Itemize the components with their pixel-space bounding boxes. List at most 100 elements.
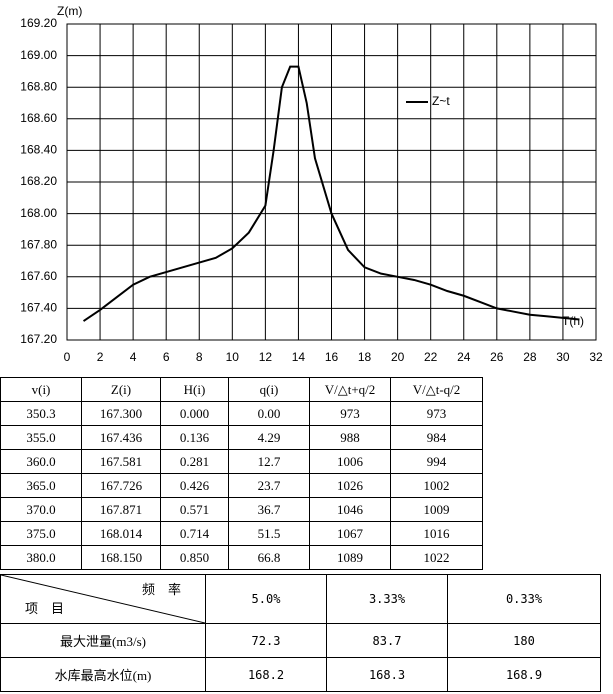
- header-row: 频 率项 目 5.0% 3.33% 0.33%: [0, 574, 601, 624]
- corner-label: 频 率: [141, 582, 181, 597]
- x-tick-label: 14: [292, 350, 306, 364]
- x-tick-label: 16: [325, 350, 339, 364]
- table-cell: 1016: [390, 521, 483, 546]
- table-cell: 0.426: [160, 473, 229, 498]
- table-cell: 1002: [390, 473, 483, 498]
- table-cell: 973: [390, 401, 483, 426]
- table-cell: 1089: [309, 545, 391, 570]
- x-tick-label: 10: [226, 350, 240, 364]
- table-cell: 0.136: [160, 425, 229, 450]
- table-row: 355.0 167.436 0.136 4.29 988 984: [0, 425, 483, 450]
- x-tick-label: 20: [391, 350, 405, 364]
- table-cell: 167.436: [81, 425, 161, 450]
- table-cell: 380.0: [0, 545, 82, 570]
- x-axis-label: T(h): [562, 314, 584, 328]
- chart: Z(m) T(h) 167.20 167.40 167.60 167.80 168.00…: [20, 4, 603, 364]
- y-tick-label: 168.20: [20, 174, 57, 188]
- x-tick-label: 12: [259, 350, 273, 364]
- summary-cell: 168.3: [326, 657, 448, 692]
- y-tick-label: 167.60: [20, 269, 57, 283]
- x-tick-label: 26: [490, 350, 504, 364]
- summary-cell: 83.7: [326, 623, 448, 658]
- table-row: 375.0 168.014 0.714 51.5 1067 1016: [0, 521, 483, 546]
- table-cell: 167.300: [81, 401, 161, 426]
- table-row: 350.3 167.300 0.000 0.00 973 973: [0, 401, 483, 426]
- x-tick-label: 22: [424, 350, 438, 364]
- y-tick-label: 168.80: [20, 79, 57, 93]
- header-row: v(i) Z(i) H(i) q(i) V/△t+q/2 V/△t-q/2: [0, 377, 483, 402]
- table-cell: 988: [309, 425, 391, 450]
- table-cell: 36.7: [228, 497, 310, 522]
- table-cell: 12.7: [228, 449, 310, 474]
- x-tick-label: 4: [130, 350, 137, 364]
- table-cell: 1046: [309, 497, 391, 522]
- data-table: v(i) Z(i) H(i) q(i) V/△t+q/2 V/△t-q/2 350.3 167…: [0, 377, 483, 570]
- table-cell: 994: [390, 449, 483, 474]
- y-tick-label: 169.00: [20, 48, 57, 62]
- y-tick-label: 167.80: [20, 237, 57, 251]
- x-tick-label: 28: [523, 350, 537, 364]
- x-tick-label: 24: [457, 350, 471, 364]
- table-cell: 51.5: [228, 521, 310, 546]
- table-cell: 0.850: [160, 545, 229, 570]
- table-cell: 973: [309, 401, 391, 426]
- corner-cell: 频 率项 目: [0, 574, 206, 624]
- y-tick-label: 169.20: [20, 16, 57, 30]
- x-tick-label: 8: [196, 350, 203, 364]
- table-cell: 0.571: [160, 497, 229, 522]
- table-cell: 66.8: [228, 545, 310, 570]
- y-tick-label: 168.40: [20, 143, 57, 157]
- table-cell: 370.0: [0, 497, 82, 522]
- x-tick-label: 18: [358, 350, 372, 364]
- summary-table: 频 率项 目 5.0% 3.33% 0.33% 最大泄量(m3/s) 72.3 83.7 18…: [0, 574, 601, 692]
- x-tick-label: 2: [97, 350, 104, 364]
- table-cell: 355.0: [0, 425, 82, 450]
- y-tick-label: 167.20: [20, 332, 57, 346]
- row-label: 最大泄量(m3/s): [0, 623, 206, 658]
- table-cell: 365.0: [0, 473, 82, 498]
- summary-cell: 168.2: [205, 657, 327, 692]
- summary-cell: 168.9: [447, 657, 601, 692]
- table-cell: 984: [390, 425, 483, 450]
- header-cell: V/△t+q/2: [309, 377, 391, 402]
- y-axis-label: Z(m): [57, 4, 82, 18]
- x-tick-label: 6: [163, 350, 170, 364]
- table-cell: 375.0: [0, 521, 82, 546]
- table-cell: 360.0: [0, 449, 82, 474]
- y-tick-label: 167.40: [20, 301, 57, 315]
- row-label: 水库最高水位(m): [0, 657, 206, 692]
- header-cell: 5.0%: [205, 574, 327, 624]
- table-cell: 4.29: [228, 425, 310, 450]
- table-cell: 1067: [309, 521, 391, 546]
- table-cell: 167.726: [81, 473, 161, 498]
- table-cell: 168.150: [81, 545, 161, 570]
- table-cell: 23.7: [228, 473, 310, 498]
- table-row: 380.0 168.150 0.850 66.8 1089 1022: [0, 545, 483, 570]
- corner-label: 项 目: [25, 601, 65, 616]
- table-cell: 1006: [309, 449, 391, 474]
- table-cell: 167.581: [81, 449, 161, 474]
- table-cell: 1009: [390, 497, 483, 522]
- plot-frame: [66, 23, 597, 341]
- table-cell: 1026: [309, 473, 391, 498]
- x-tick-label: 30: [556, 350, 570, 364]
- table-cell: 350.3: [0, 401, 82, 426]
- summary-row: 水库最高水位(m) 168.2 168.3 168.9: [0, 657, 601, 692]
- y-tick-label: 168.00: [20, 206, 57, 220]
- table-cell: 167.871: [81, 497, 161, 522]
- line: [82, 65, 580, 322]
- x-tick-label: 0: [64, 350, 71, 364]
- header-cell: v(i): [0, 377, 82, 402]
- table-cell: 0.00: [228, 401, 310, 426]
- summary-cell: 180: [447, 623, 601, 658]
- summary-cell: 72.3: [205, 623, 327, 658]
- table-cell: 0.714: [160, 521, 229, 546]
- table-row: 370.0 167.871 0.571 36.7 1046 1009: [0, 497, 483, 522]
- table-cell: 1022: [390, 545, 483, 570]
- header-cell: q(i): [228, 377, 310, 402]
- diagonal: [1, 575, 205, 623]
- legend-label: Z~t: [432, 94, 450, 108]
- header-cell: Z(i): [81, 377, 161, 402]
- y-tick-label: 168.60: [20, 111, 57, 125]
